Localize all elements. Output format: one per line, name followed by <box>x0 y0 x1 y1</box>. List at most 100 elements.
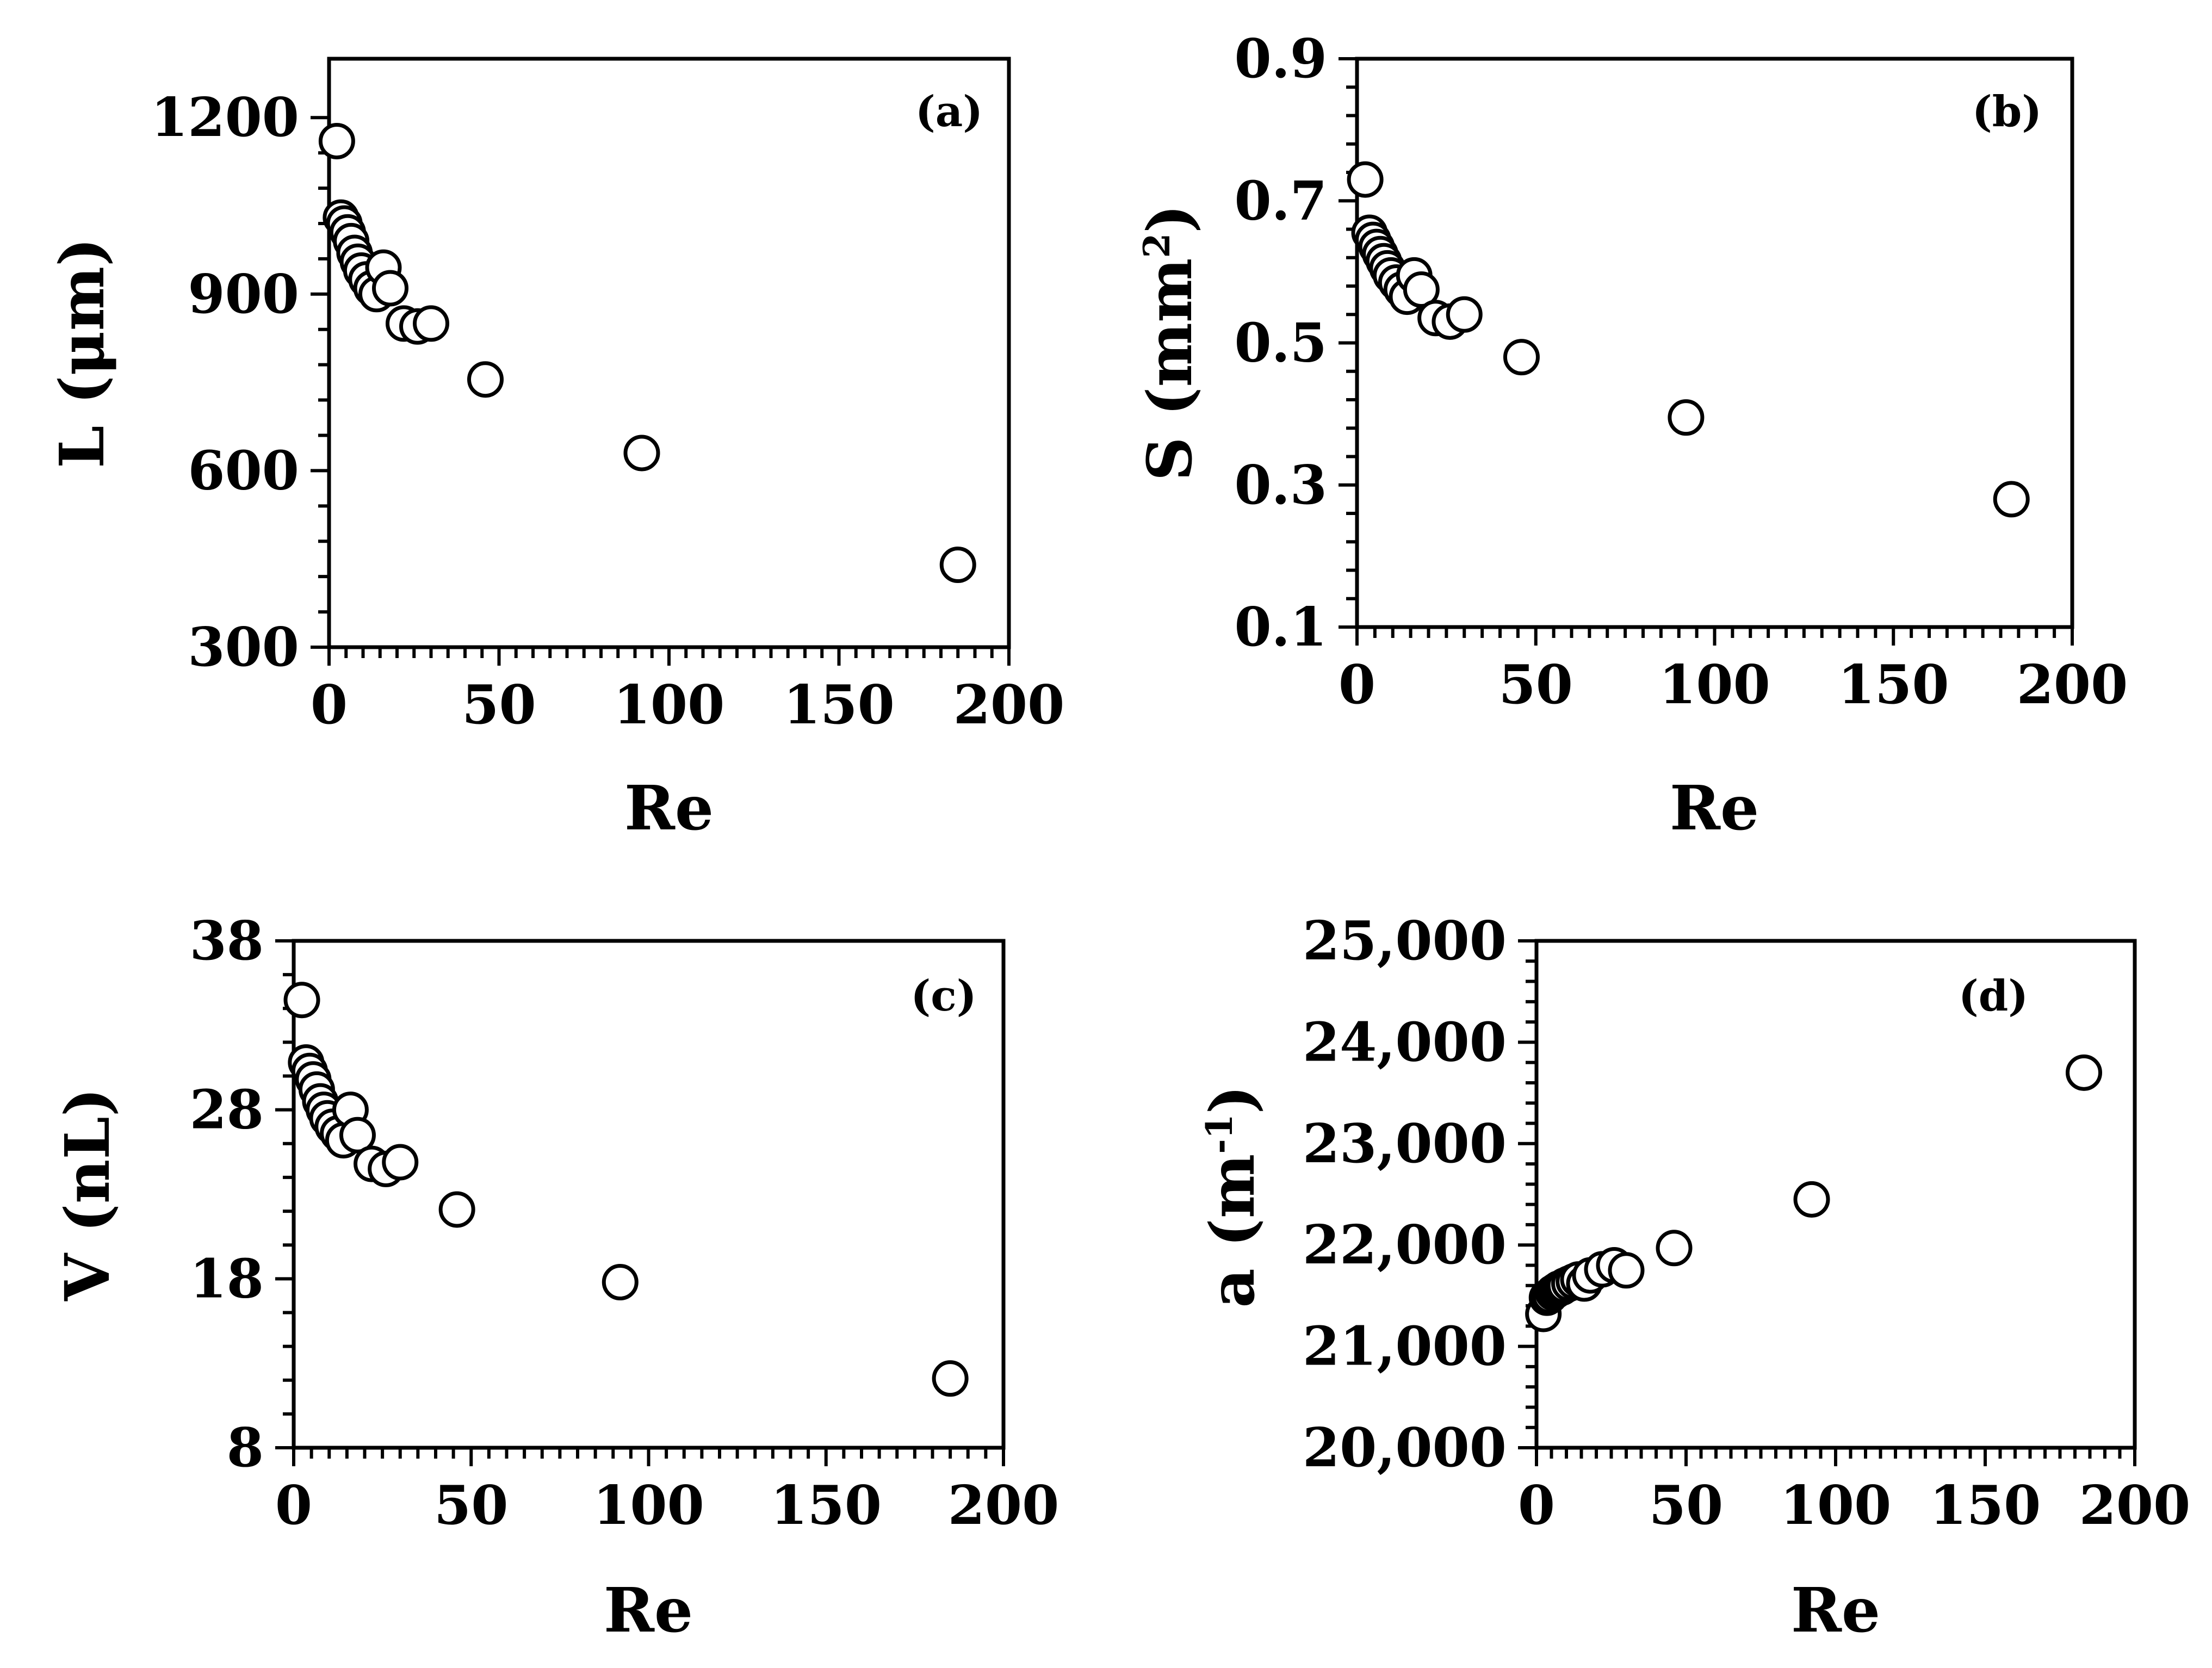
x-tick-label: 50 <box>434 1474 508 1537</box>
data-point <box>283 982 320 1019</box>
panel-label-d: (d) <box>1959 971 2028 1021</box>
tick-labels-a: 0 50 100 150 200 300 600 900 1200 <box>151 86 1064 736</box>
data-point <box>932 1360 969 1397</box>
x-tick-label: 100 <box>614 674 725 736</box>
data-point <box>1993 481 2030 518</box>
y-tick-label: 28 <box>190 1079 264 1142</box>
x-tick-label: 0 <box>1339 654 1375 716</box>
data-point <box>1347 161 1384 198</box>
y-tick-label: 900 <box>188 263 299 326</box>
panel-label-c: (c) <box>910 971 976 1021</box>
y-tick-label: 0.5 <box>1235 312 1328 375</box>
data-point <box>318 122 355 159</box>
y-tick-label: 0.1 <box>1235 596 1328 659</box>
points-b <box>1347 161 2030 518</box>
x-tick-label: 0 <box>311 674 348 736</box>
data-point <box>382 1144 419 1181</box>
y-tick-label: 8 <box>227 1417 264 1479</box>
x-axis-label-d: Re <box>1791 1575 1880 1646</box>
points-c <box>283 982 969 1397</box>
data-point <box>623 435 660 472</box>
x-axis-label-a: Re <box>624 773 714 844</box>
x-tick-label: 150 <box>783 674 895 736</box>
x-tick-label: 100 <box>593 1474 704 1537</box>
y-tick-label: 0.9 <box>1235 28 1328 90</box>
y-axis-label-d-main: a (m <box>1197 1154 1268 1308</box>
x-tick-label: 100 <box>1659 654 1770 716</box>
panel-c: 0 50 100 150 200 8 18 28 38 Re V (nL) (c) <box>52 910 1059 1646</box>
y-tick-label: 0.3 <box>1235 454 1328 517</box>
panel-a: 0 50 100 150 200 300 600 900 1200 Re L (μm) (a) <box>47 57 1064 844</box>
y-tick-label: 25,000 <box>1303 910 1507 972</box>
x-tick-label: 200 <box>953 674 1065 736</box>
ticks-b <box>1339 57 2074 646</box>
tick-labels-d: 0 50 100 150 200 20,000 21,000 22,000 23,000 24,0… <box>1303 910 2190 1537</box>
data-point <box>467 361 504 398</box>
panel-b: 0 50 100 150 200 0.1 0.3 0.5 0.7 0.9 Re S (mm2) (… <box>1135 28 2128 844</box>
x-tick-label: 100 <box>1780 1474 1892 1537</box>
x-tick-label: 150 <box>1930 1474 2041 1537</box>
panel-d: 0 50 100 150 200 20,000 21,000 22,000 23,000 24,0… <box>1197 910 2190 1646</box>
y-tick-label: 21,000 <box>1303 1316 1507 1378</box>
x-axis-label-c: Re <box>604 1575 693 1646</box>
y-axis-label-d-sup: -1 <box>1198 1114 1241 1154</box>
data-point <box>413 305 449 342</box>
y-axis-label-b-sup: 2 <box>1136 233 1178 258</box>
ticks-d <box>1518 939 2136 1466</box>
x-tick-label: 0 <box>1518 1474 1555 1537</box>
x-tick-label: 50 <box>462 674 536 736</box>
y-axis-label-b-main: S (mm <box>1135 258 1206 481</box>
x-tick-label: 200 <box>948 1474 1059 1537</box>
panel-label-a: (a) <box>915 87 983 137</box>
tick-labels-c: 0 50 100 150 200 8 18 28 38 <box>190 910 1059 1537</box>
y-tick-label: 24,000 <box>1303 1011 1507 1074</box>
y-axis-label-c: V (nL) <box>52 1088 123 1301</box>
y-tick-label: 300 <box>188 616 299 679</box>
x-tick-label: 200 <box>2079 1474 2191 1537</box>
x-tick-label: 0 <box>275 1474 312 1537</box>
x-tick-label: 150 <box>770 1474 882 1537</box>
y-axis-label-d-end: ) <box>1197 1085 1268 1114</box>
data-point <box>1656 1230 1693 1267</box>
x-axis-label-b: Re <box>1670 773 1759 844</box>
y-axis-label-a: L (μm) <box>47 238 118 468</box>
data-point <box>939 547 976 584</box>
x-tick-label: 200 <box>2017 654 2128 716</box>
data-point <box>1403 271 1440 308</box>
y-axis-label-b-end: ) <box>1135 204 1206 233</box>
data-point <box>1446 296 1483 333</box>
data-point <box>1503 339 1540 376</box>
plot-frame-c <box>292 939 1006 1450</box>
data-point <box>339 1117 376 1154</box>
data-point <box>1668 399 1705 436</box>
y-tick-label: 23,000 <box>1303 1113 1507 1175</box>
y-tick-label: 38 <box>190 910 264 972</box>
plot-frame-a <box>327 57 1011 649</box>
points-d <box>1525 1054 2102 1332</box>
x-tick-label: 50 <box>1499 654 1573 716</box>
x-tick-label: 50 <box>1649 1474 1723 1537</box>
y-tick-label: 600 <box>188 439 299 502</box>
y-tick-label: 20,000 <box>1303 1417 1507 1479</box>
tick-labels-b: 0 50 100 150 200 0.1 0.3 0.5 0.7 0.9 <box>1235 28 2128 716</box>
y-tick-label: 0.7 <box>1235 170 1328 232</box>
y-tick-label: 18 <box>190 1248 264 1310</box>
y-tick-label: 1200 <box>151 86 299 149</box>
plot-frame-b <box>1355 57 2074 629</box>
y-axis-label-b: S (mm2) <box>1135 204 1206 481</box>
data-point <box>2066 1054 2102 1091</box>
ticks-c <box>275 939 1005 1466</box>
plot-frame-d <box>1534 939 2137 1450</box>
points-a <box>318 122 976 584</box>
data-point <box>1793 1181 1830 1218</box>
ticks-a <box>311 116 1011 666</box>
panel-label-b: (b) <box>1972 87 2042 137</box>
y-axis-label-d: a (m-1) <box>1197 1085 1268 1307</box>
data-point <box>438 1191 475 1228</box>
y-tick-label: 22,000 <box>1303 1214 1507 1276</box>
x-tick-label: 150 <box>1838 654 1949 716</box>
data-point <box>1608 1252 1645 1289</box>
data-point <box>602 1264 639 1301</box>
data-point <box>372 270 408 307</box>
